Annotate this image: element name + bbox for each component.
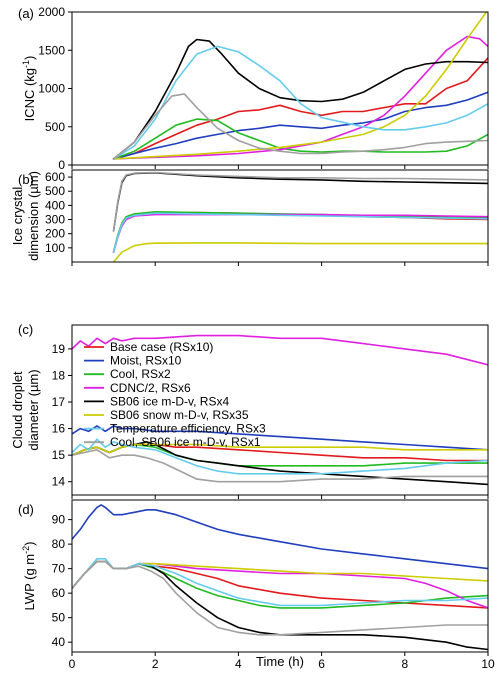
plot-frame	[71, 169, 489, 263]
series-line-8	[72, 560, 488, 636]
y-axis-title: ICNC (kg-1)	[21, 56, 37, 122]
legend-label: Cool, RSx2	[110, 367, 171, 381]
legend-item-5: SB06 ice m-D-v, RSx4	[84, 394, 229, 408]
y-axis-title-main: ICNC (kg	[22, 68, 37, 121]
legend-item-4: CDNC/2, RSx6	[84, 381, 191, 395]
y-tick-label: 400	[45, 198, 65, 212]
series-line-5	[112, 38, 488, 160]
series-line-6	[72, 443, 488, 456]
plot-frame	[71, 499, 489, 653]
legend-label: Moist, RSx10	[110, 354, 182, 368]
y-tick-label: 17	[52, 395, 66, 409]
y-tick-label: 90	[52, 513, 66, 527]
panel-label: (b)	[18, 172, 34, 187]
series-group	[112, 171, 488, 262]
x-tick-label: 0	[69, 657, 76, 670]
legend-item-7: Temperature efficiency, RSx3	[84, 422, 266, 436]
legend-label: SB06 snow m-D-v, RSx35	[110, 408, 249, 422]
series-line-7	[112, 45, 488, 160]
panel-label: (c)	[18, 322, 33, 337]
y-tick-label: 16	[52, 422, 66, 436]
series-line-2	[72, 504, 488, 570]
y-axis-title-line2: dimension (µm)	[26, 171, 41, 261]
panel-label: (a)	[18, 6, 34, 21]
y-axis-title-end: )	[22, 56, 37, 60]
series-line-7	[72, 438, 488, 475]
y-tick-label: 60	[52, 586, 66, 600]
series-line-8	[72, 449, 488, 483]
series-line-3	[112, 118, 488, 160]
y-tick-label: 500	[45, 120, 65, 134]
x-tick-label: 8	[401, 657, 408, 670]
y-tick-label: 15	[52, 448, 66, 462]
y-tick-label: 19	[52, 342, 66, 356]
legend-item-2: Moist, RSx10	[84, 354, 182, 368]
series-group	[72, 504, 488, 651]
y-tick-label: 50	[52, 611, 66, 625]
y-tick-label: 70	[52, 562, 66, 576]
y-tick-label: 80	[52, 537, 66, 551]
y-tick-label: 14	[52, 475, 66, 489]
x-tick-label: 2	[152, 657, 159, 670]
series-line-7	[72, 558, 488, 607]
series-line-1	[112, 57, 488, 160]
y-axis-title: LWP (g m-2)	[21, 542, 37, 611]
y-tick-label: 600	[45, 170, 65, 184]
series-line-7	[112, 212, 488, 253]
series-line-6	[112, 12, 488, 160]
y-axis-title-line1: Ice crystal	[10, 187, 25, 246]
legend-label: Temperature efficiency, RSx3	[110, 422, 266, 436]
legend-label: SB06 ice m-D-v, RSx4	[110, 394, 229, 408]
y-axis-title-sup: -1	[21, 60, 31, 68]
y-tick-label: 100	[45, 241, 65, 255]
series-group	[112, 12, 488, 160]
legend-item-1: Base case (RSx10)	[84, 340, 213, 354]
panel-a: 0 500 1000 1500 2000 (a) ICNC (kg-1)	[18, 5, 489, 172]
panel-c: 14 15 16 17 18 19 (c) Cloud droplet diameter (µm…	[10, 322, 489, 499]
panel-label: (d)	[18, 502, 34, 517]
y-tick-label: 18	[52, 368, 66, 382]
y-tick-label: 0	[58, 158, 65, 172]
panel-d: 40 50 60 70 80 90 0 2 4 6 8 10 (d) LWP (g m-2)	[18, 499, 495, 671]
x-tick-label: 4	[235, 657, 242, 670]
series-line-8	[112, 93, 488, 160]
series-line-6	[112, 242, 488, 262]
y-tick-label: 1000	[38, 82, 65, 96]
x-axis-title: Time (h)	[256, 654, 304, 669]
y-axis-title-end: )	[22, 542, 37, 546]
plot-frame	[71, 324, 489, 496]
y-tick-label: 500	[45, 184, 65, 198]
legend-label: Base case (RSx10)	[110, 340, 213, 354]
legend-item-6: SB06 snow m-D-v, RSx35	[84, 408, 249, 422]
x-tick-label: 10	[481, 657, 495, 670]
series-line-4	[112, 213, 488, 253]
y-tick-label: 200	[45, 227, 65, 241]
y-axis-title-sup: -2	[21, 546, 31, 554]
y-tick-label: 300	[45, 213, 65, 227]
legend-item-8: Cool, SB06 ice m-D-v, RSx1	[84, 435, 261, 449]
series-line-2	[112, 91, 488, 160]
y-tick-label: 40	[52, 635, 66, 649]
y-axis-title-main: LWP (g m	[22, 554, 37, 611]
legend-label: Cool, SB06 ice m-D-v, RSx1	[110, 435, 261, 449]
y-axis-title-line1: Cloud droplet	[10, 371, 25, 449]
y-tick-label: 1500	[38, 43, 65, 57]
series-line-4	[72, 334, 488, 366]
x-tick-label: 6	[318, 657, 325, 670]
legend-item-3: Cool, RSx2	[84, 367, 171, 381]
legend-label: CDNC/2, RSx6	[110, 381, 191, 395]
y-tick-label: 2000	[38, 5, 65, 19]
series-line-8	[112, 171, 488, 232]
y-axis-title-line2: diameter (µm)	[26, 369, 41, 450]
series-line-5	[112, 172, 488, 232]
